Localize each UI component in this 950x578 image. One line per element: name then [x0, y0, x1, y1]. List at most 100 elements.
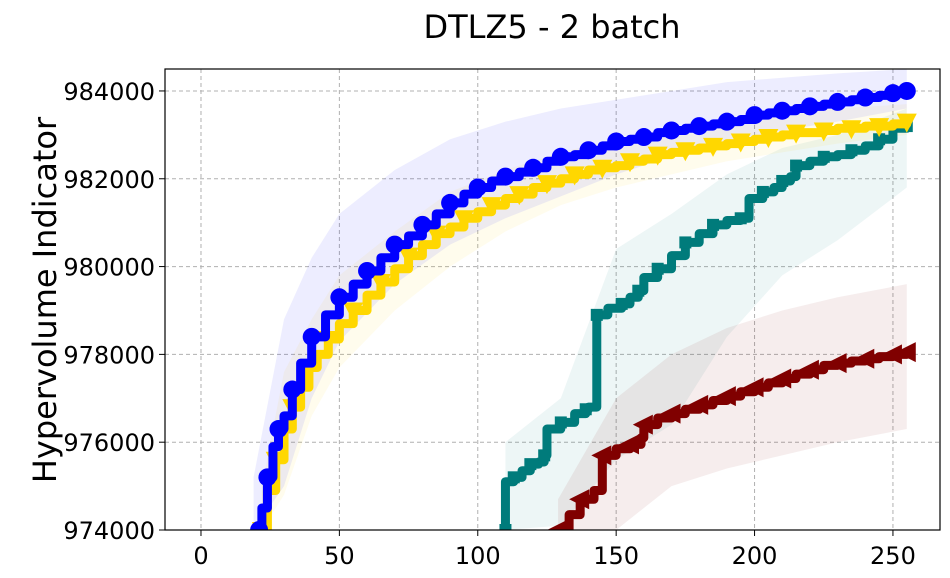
y-tick-label: 978000: [63, 341, 155, 369]
axis-ticks: 0 50 100 150 200 250 974000 976000 978000 980000 9…: [63, 78, 915, 570]
point-blue: [856, 88, 875, 107]
point-gold: [896, 113, 917, 133]
band-blue: [253, 69, 907, 530]
point-teal: [817, 150, 830, 163]
point-blue: [283, 380, 302, 399]
point-teal: [554, 416, 567, 429]
point-gold: [453, 210, 474, 230]
point-teal: [776, 174, 789, 187]
point-gold: [536, 175, 557, 195]
x-tick-label: 50: [324, 542, 355, 570]
point-dark-red: [895, 342, 916, 363]
point-gold: [647, 146, 668, 166]
point-blue: [468, 178, 487, 197]
y-tick-label: 982000: [63, 166, 155, 194]
y-tick-label: 976000: [63, 429, 155, 457]
point-teal: [734, 212, 747, 225]
x-tick-label: 250: [870, 542, 916, 570]
x-tick-label: 0: [193, 542, 208, 570]
point-blue: [745, 106, 764, 125]
point-teal: [615, 297, 628, 310]
point-teal: [756, 185, 769, 198]
point-blue: [441, 193, 460, 212]
point-blue: [662, 121, 681, 140]
point-teal: [679, 236, 692, 249]
point-blue: [358, 261, 377, 280]
point-teal: [790, 159, 803, 172]
point-dark-red: [591, 445, 612, 466]
point-blue: [828, 92, 847, 111]
point-blue: [773, 101, 792, 120]
point-dark-red: [660, 403, 681, 424]
point-teal: [651, 262, 664, 275]
band-dark-red: [558, 284, 907, 530]
point-teal: [845, 144, 858, 157]
point-blue: [717, 112, 736, 131]
point-teal: [590, 308, 603, 321]
point-gold: [786, 124, 807, 144]
point-blue: [302, 327, 321, 346]
x-tick-label: 200: [732, 542, 778, 570]
y-tick-label: 984000: [63, 78, 155, 106]
point-blue: [634, 128, 653, 147]
point-dark-red: [688, 394, 709, 415]
point-blue: [330, 288, 349, 307]
point-blue: [607, 132, 626, 151]
point-teal: [538, 449, 551, 462]
point-teal: [499, 524, 512, 530]
chart-title: DTLZ5 - 2 batch: [423, 8, 680, 46]
point-teal: [873, 133, 886, 146]
point-gold: [675, 142, 696, 162]
point-blue: [897, 81, 916, 100]
point-teal: [707, 218, 720, 231]
point-blue: [579, 141, 598, 160]
point-dark-red: [715, 386, 736, 407]
point-gold: [869, 118, 890, 138]
point-dark-red: [743, 377, 764, 398]
point-blue: [883, 84, 902, 103]
point-blue: [496, 167, 515, 186]
point-dark-red: [632, 414, 653, 435]
point-dark-red: [798, 359, 819, 380]
band-teal: [505, 108, 907, 530]
point-teal: [507, 471, 520, 484]
x-tick-label: 150: [593, 542, 639, 570]
point-dark-red: [619, 434, 639, 455]
point-blue: [551, 147, 570, 166]
point-gold: [343, 302, 364, 322]
point-blue: [258, 468, 277, 487]
point-dark-red: [854, 348, 875, 369]
band-gold: [261, 104, 907, 530]
point-gold: [758, 129, 779, 149]
point-gold: [813, 122, 834, 142]
point-gold: [509, 186, 530, 206]
point-gold: [398, 247, 419, 267]
point-dark-red: [881, 344, 902, 365]
point-gold: [592, 159, 613, 179]
series-blue: [250, 81, 916, 530]
point-gold: [730, 133, 751, 153]
point-blue: [250, 521, 269, 530]
point-dark-red: [826, 353, 847, 374]
point-gold: [426, 225, 447, 245]
point-gold: [620, 153, 640, 173]
point-dark-red: [771, 368, 792, 389]
point-teal: [524, 458, 537, 471]
point-gold: [703, 137, 724, 157]
point-blue: [269, 420, 288, 439]
plot-frame: [164, 68, 941, 531]
point-dark-red: [569, 489, 590, 510]
y-tick-label: 980000: [63, 254, 155, 282]
series-teal: [499, 120, 913, 530]
point-dark-red: [547, 520, 568, 530]
point-gold: [481, 197, 502, 217]
series-dark-red: [547, 342, 916, 530]
y-tick-label: 974000: [63, 517, 155, 545]
point-teal: [579, 403, 592, 416]
point-gold: [841, 120, 862, 140]
y-axis-label: Hypervolume Indicator: [26, 116, 64, 483]
point-teal: [632, 284, 645, 297]
x-tick-label: 100: [455, 542, 501, 570]
